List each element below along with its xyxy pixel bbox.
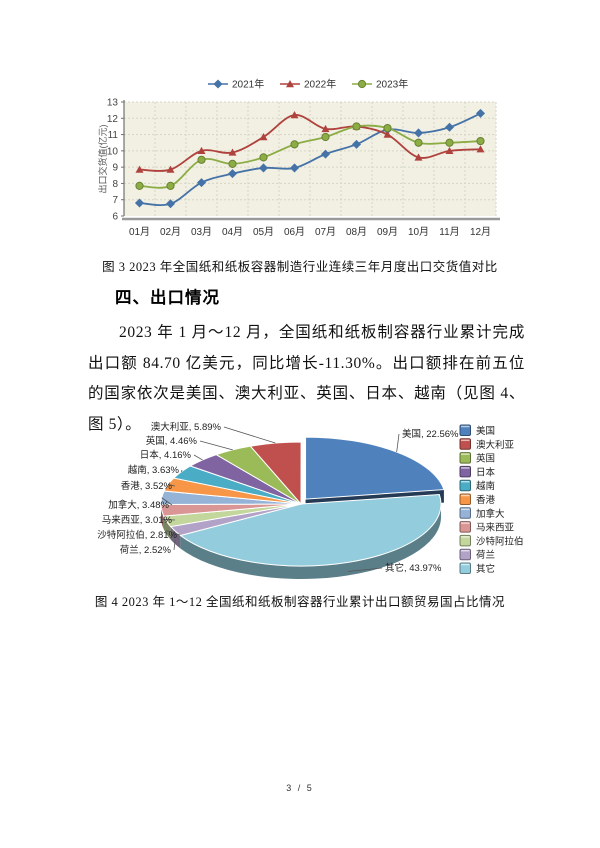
svg-text:2022年: 2022年 — [304, 78, 336, 91]
svg-text:2021年: 2021年 — [232, 78, 264, 91]
figure3-caption: 图 3 2023 年全国纸和纸板容器制造行业连续三年月度出口交货值对比 — [102, 260, 498, 274]
svg-text:越南, 3.63%: 越南, 3.63% — [128, 464, 180, 476]
svg-text:其它, 43.97%: 其它, 43.97% — [385, 562, 442, 574]
pie-chart-canvas: 澳大利亚, 5.89% 英国, 4.46% 日本, 4.16% 越南, 3.63% 香港… — [97, 421, 524, 579]
svg-text:美国: 美国 — [476, 425, 495, 437]
svg-text:加拿大: 加拿大 — [476, 508, 505, 520]
svg-text:06月: 06月 — [284, 226, 305, 238]
svg-text:11月: 11月 — [439, 226, 459, 238]
svg-text:马来西亚: 马来西亚 — [476, 523, 515, 534]
svg-text:09月: 09月 — [377, 226, 398, 238]
monthly-export-line-chart: 2021年 2022年 2023年 6 7 8 9 10 11 12 13 01月 02月 03月 04月 0… — [98, 58, 522, 252]
svg-text:日本, 4.16%: 日本, 4.16% — [140, 449, 192, 461]
svg-text:其它: 其它 — [476, 563, 495, 575]
svg-text:荷兰: 荷兰 — [476, 549, 495, 561]
svg-text:03月: 03月 — [191, 226, 212, 238]
svg-text:02月: 02月 — [160, 226, 181, 238]
svg-text:香港, 3.52%: 香港, 3.52% — [121, 480, 173, 492]
svg-text:2023年: 2023年 — [376, 78, 408, 91]
line-chart-canvas: 2021年 2022年 2023年 6 7 8 9 10 11 12 13 01月 02月 03月 04月 0… — [98, 78, 500, 238]
svg-text:澳大利亚, 5.89%: 澳大利亚, 5.89% — [151, 421, 222, 433]
svg-text:04月: 04月 — [222, 226, 243, 238]
svg-text:8: 8 — [112, 179, 118, 190]
svg-text:沙特阿拉伯, 2.81%: 沙特阿拉伯, 2.81% — [97, 529, 177, 541]
svg-text:07月: 07月 — [315, 226, 336, 238]
svg-text:出口交货值(亿元): 出口交货值(亿元) — [98, 125, 108, 194]
svg-text:08月: 08月 — [346, 226, 367, 238]
figure4-caption: 图 4 2023 年 1～12 全国纸和纸板制容器行业累计出口额贸易国占比情况 — [94, 595, 506, 609]
page-number: 3 / 5 — [286, 783, 314, 793]
svg-text:12月: 12月 — [470, 226, 491, 238]
svg-text:日本: 日本 — [476, 466, 496, 478]
svg-text:6: 6 — [112, 212, 118, 223]
svg-text:加拿大, 3.48%: 加拿大, 3.48% — [108, 499, 169, 511]
svg-text:9: 9 — [112, 163, 118, 174]
svg-text:澳大利亚: 澳大利亚 — [476, 439, 515, 451]
svg-text:05月: 05月 — [253, 226, 274, 238]
svg-text:荷兰, 2.52%: 荷兰, 2.52% — [120, 544, 172, 556]
export-country-pie-chart: 澳大利亚, 5.89% 英国, 4.46% 日本, 4.16% 越南, 3.63% 香港… — [58, 413, 545, 591]
svg-text:7: 7 — [112, 195, 118, 206]
svg-text:10: 10 — [107, 146, 119, 157]
svg-text:香港: 香港 — [476, 494, 496, 506]
section-heading: 四、出口情况 — [115, 288, 220, 307]
svg-text:沙特阿拉伯: 沙特阿拉伯 — [476, 535, 524, 547]
svg-text:10月: 10月 — [408, 226, 429, 238]
svg-text:01月: 01月 — [129, 226, 150, 238]
body-paragraph: 2023 年 1 月～12 月，全国纸和纸板制容器行业累计完成出口额 84.70… — [88, 324, 525, 433]
svg-text:美国, 22.56%: 美国, 22.56% — [402, 428, 459, 440]
svg-text:12: 12 — [107, 114, 119, 125]
svg-text:马来西亚, 3.01%: 马来西亚, 3.01% — [102, 515, 173, 526]
svg-text:英国: 英国 — [476, 453, 495, 465]
svg-text:英国, 4.46%: 英国, 4.46% — [146, 435, 198, 447]
svg-text:11: 11 — [108, 130, 119, 141]
svg-text:越南: 越南 — [476, 480, 495, 492]
svg-text:13: 13 — [107, 98, 119, 109]
